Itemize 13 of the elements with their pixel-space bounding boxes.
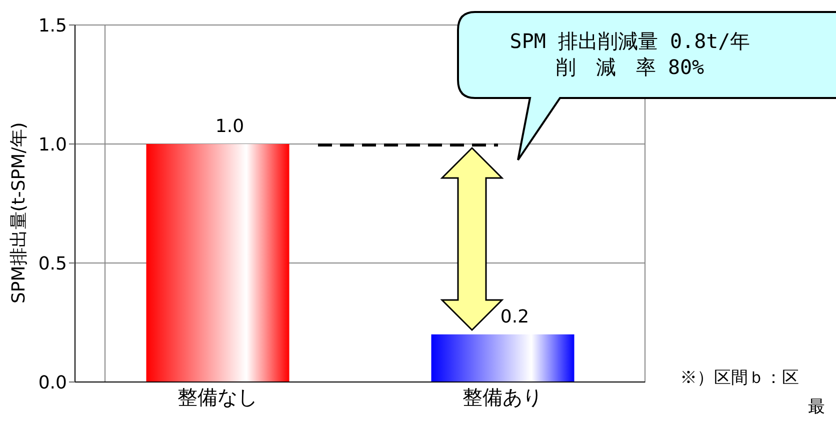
annotation: SPM 排出削減量 0.8t/年 xyxy=(508,28,752,54)
y-axis-title: SPM排出量(t-SPM/年) xyxy=(8,122,30,304)
x-tick-label: 整備なし xyxy=(178,385,258,410)
y-tick-label: 1.0 xyxy=(38,134,67,156)
y-tick-label: 0.0 xyxy=(38,372,67,394)
x-tick-label: 整備あり xyxy=(462,385,542,410)
data-label: 1.0 xyxy=(215,116,244,137)
data-label: 0.2 xyxy=(500,306,530,328)
y-tick-label: 0.5 xyxy=(38,253,67,274)
text: 最 xyxy=(808,396,825,418)
annotation: 削 減 率 80% xyxy=(554,54,706,80)
text: ※）区間ｂ：区 xyxy=(680,367,799,389)
y-tick-label: 1.5 xyxy=(38,15,67,36)
